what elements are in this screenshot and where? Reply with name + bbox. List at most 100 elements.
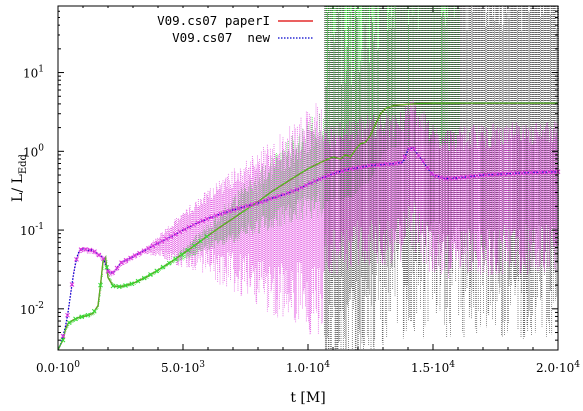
data-point bbox=[132, 253, 138, 258]
x-tick-label: 5.0·103 bbox=[161, 360, 205, 375]
data-point bbox=[164, 236, 169, 242]
series-line-paperI-overlay bbox=[57, 102, 558, 351]
data-point bbox=[73, 316, 78, 322]
data-point bbox=[470, 173, 475, 179]
data-point bbox=[344, 167, 349, 173]
data-point bbox=[129, 281, 135, 287]
data-point bbox=[85, 312, 91, 318]
data-point bbox=[474, 173, 480, 179]
data-point bbox=[179, 252, 185, 257]
data-point bbox=[506, 171, 511, 177]
data-point bbox=[362, 164, 367, 169]
data-point bbox=[191, 222, 196, 228]
error-bars-layer bbox=[65, 6, 559, 350]
y-tick-label: 10-1 bbox=[20, 222, 44, 238]
data-point bbox=[456, 175, 462, 181]
data-point bbox=[321, 174, 327, 180]
data-point bbox=[173, 231, 178, 237]
data-point bbox=[66, 320, 72, 326]
data-point bbox=[308, 180, 313, 186]
data-point bbox=[479, 172, 484, 178]
data-point bbox=[263, 198, 268, 203]
data-point bbox=[227, 208, 232, 214]
data-point bbox=[60, 333, 66, 339]
data-point bbox=[519, 170, 525, 176]
data-point bbox=[425, 165, 430, 171]
data-point bbox=[83, 246, 88, 252]
data-point bbox=[276, 193, 282, 199]
data-point bbox=[91, 308, 97, 314]
data-point bbox=[65, 312, 70, 318]
data-point bbox=[335, 169, 340, 175]
data-point bbox=[488, 172, 493, 177]
data-point bbox=[281, 192, 286, 198]
data-point bbox=[213, 213, 219, 218]
data-point bbox=[78, 247, 84, 253]
x-tick-label: 1.0·104 bbox=[286, 360, 330, 375]
x-tick-label: 1.5·104 bbox=[411, 360, 455, 375]
data-point bbox=[146, 245, 151, 251]
y-tick-label: 100 bbox=[23, 143, 44, 159]
data-point bbox=[389, 161, 394, 167]
data-point bbox=[128, 255, 133, 261]
data-point bbox=[371, 162, 376, 168]
data-point bbox=[375, 162, 381, 168]
data-point bbox=[492, 172, 498, 177]
data-point bbox=[398, 160, 403, 165]
data-point bbox=[98, 282, 103, 288]
data-point bbox=[542, 169, 547, 175]
data-point bbox=[116, 284, 122, 290]
data-point bbox=[339, 168, 345, 174]
tick-marks bbox=[57, 5, 559, 351]
data-point bbox=[160, 264, 166, 270]
data-point bbox=[69, 282, 75, 287]
data-point bbox=[285, 190, 291, 196]
data-point bbox=[155, 241, 160, 246]
y-tick-label: 10-2 bbox=[20, 301, 44, 317]
data-point bbox=[429, 171, 435, 177]
data-point bbox=[501, 171, 507, 177]
data-point bbox=[461, 174, 466, 180]
data-point bbox=[272, 195, 277, 200]
data-point bbox=[79, 314, 85, 320]
data-point bbox=[173, 256, 178, 262]
data-point bbox=[74, 257, 79, 262]
data-point bbox=[104, 265, 110, 270]
data-point bbox=[402, 154, 408, 160]
data-point bbox=[483, 172, 489, 178]
data-point bbox=[240, 204, 246, 210]
legend: V09.cs07 paperI V09.cs07 new bbox=[60, 8, 320, 45]
data-point bbox=[166, 260, 172, 266]
data-point bbox=[137, 250, 142, 256]
data-point bbox=[407, 146, 412, 152]
data-point bbox=[245, 203, 250, 209]
data-point bbox=[154, 268, 160, 274]
data-point bbox=[141, 248, 147, 254]
data-point bbox=[357, 164, 363, 170]
y-tick-label: 101 bbox=[23, 65, 44, 81]
data-point bbox=[258, 199, 264, 205]
data-point bbox=[123, 283, 128, 288]
data-point bbox=[537, 169, 543, 175]
data-point bbox=[299, 185, 304, 190]
data-point bbox=[420, 158, 426, 164]
data-point bbox=[380, 162, 385, 167]
data-point bbox=[218, 211, 223, 217]
data-point bbox=[135, 278, 141, 284]
data-point bbox=[348, 166, 354, 172]
data-point bbox=[105, 268, 111, 274]
legend-label-new: V09.cs07 new bbox=[172, 30, 270, 45]
data-point bbox=[452, 175, 457, 181]
markers-layer bbox=[60, 146, 561, 343]
data-point bbox=[303, 182, 309, 188]
data-point bbox=[326, 173, 331, 178]
data-point bbox=[353, 165, 358, 171]
data-point bbox=[317, 176, 322, 182]
data-point bbox=[204, 234, 210, 239]
x-tick-labels: 0.0·100 5.0·103 1.0·104 1.5·104 2.0·104 bbox=[36, 360, 580, 375]
data-point bbox=[438, 174, 444, 180]
data-point bbox=[312, 178, 318, 184]
data-point bbox=[110, 283, 116, 289]
data-point bbox=[96, 252, 102, 258]
